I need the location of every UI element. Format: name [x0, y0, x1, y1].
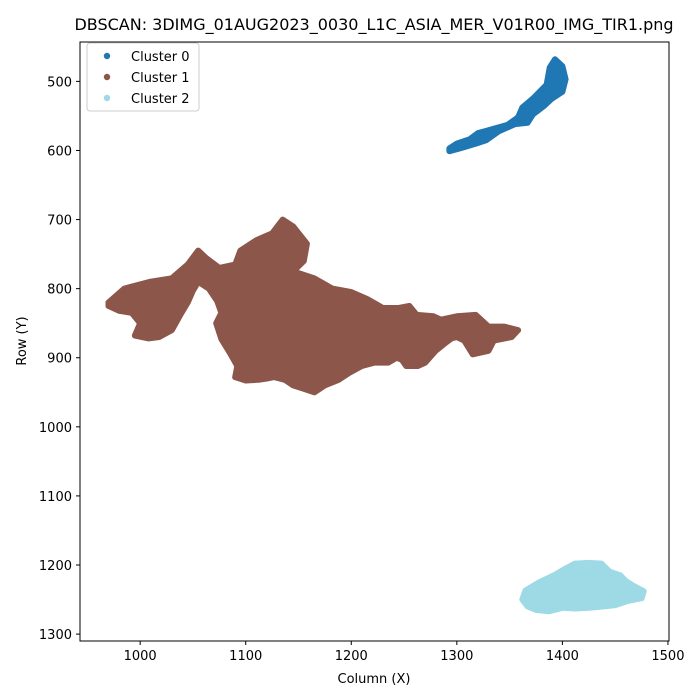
y-tick-label-1200: 1200 — [39, 559, 72, 574]
legend-entry-cluster-1: Cluster 1 — [103, 71, 190, 86]
y-tick-label-500: 500 — [47, 75, 72, 90]
y-axis-label: Row (Y) — [15, 316, 30, 365]
y-tick-label-700: 700 — [47, 214, 72, 229]
legend-box — [86, 42, 200, 112]
legend-marker-cluster-1 — [103, 73, 111, 81]
x-tick-label-1200: 1200 — [335, 649, 368, 664]
y-tick-label-1300: 1300 — [39, 628, 72, 643]
y-axis-ticks: 500 600 700 800 900 1000 1100 1200 1300 — [39, 75, 80, 643]
x-tick-label-1100: 1100 — [229, 649, 262, 664]
y-tick-label-900: 900 — [47, 352, 72, 367]
legend-label-cluster-2: Cluster 2 — [131, 92, 190, 107]
x-axis-label: Column (X) — [338, 672, 411, 687]
x-axis-ticks: 1000 1100 1200 1300 1400 1500 — [124, 641, 684, 664]
x-tick-label-1300: 1300 — [440, 649, 473, 664]
legend-entry-cluster-2: Cluster 2 — [103, 92, 190, 107]
y-tick-label-800: 800 — [47, 283, 72, 298]
cluster-regions — [105, 56, 647, 615]
x-tick-label-1500: 1500 — [651, 649, 684, 664]
y-tick-label-600: 600 — [47, 144, 72, 159]
legend: Cluster 0 Cluster 1 Cluster 2 — [86, 42, 200, 112]
y-tick-label-1100: 1100 — [39, 490, 72, 505]
chart-title: DBSCAN: 3DIMG_01AUG2023_0030_L1C_ASIA_ME… — [74, 15, 673, 35]
y-tick-label-1000: 1000 — [39, 421, 72, 436]
legend-entry-cluster-0: Cluster 0 — [103, 50, 190, 65]
cluster-0-region — [446, 56, 569, 155]
cluster-1-region — [105, 216, 522, 396]
cluster-2-region — [519, 559, 647, 615]
legend-label-cluster-1: Cluster 1 — [131, 71, 190, 86]
plot-frame — [79, 41, 670, 642]
legend-marker-cluster-0 — [103, 52, 111, 60]
x-tick-label-1400: 1400 — [546, 649, 579, 664]
legend-label-cluster-0: Cluster 0 — [131, 50, 190, 65]
legend-marker-cluster-2 — [103, 94, 111, 102]
x-tick-label-1000: 1000 — [124, 649, 157, 664]
